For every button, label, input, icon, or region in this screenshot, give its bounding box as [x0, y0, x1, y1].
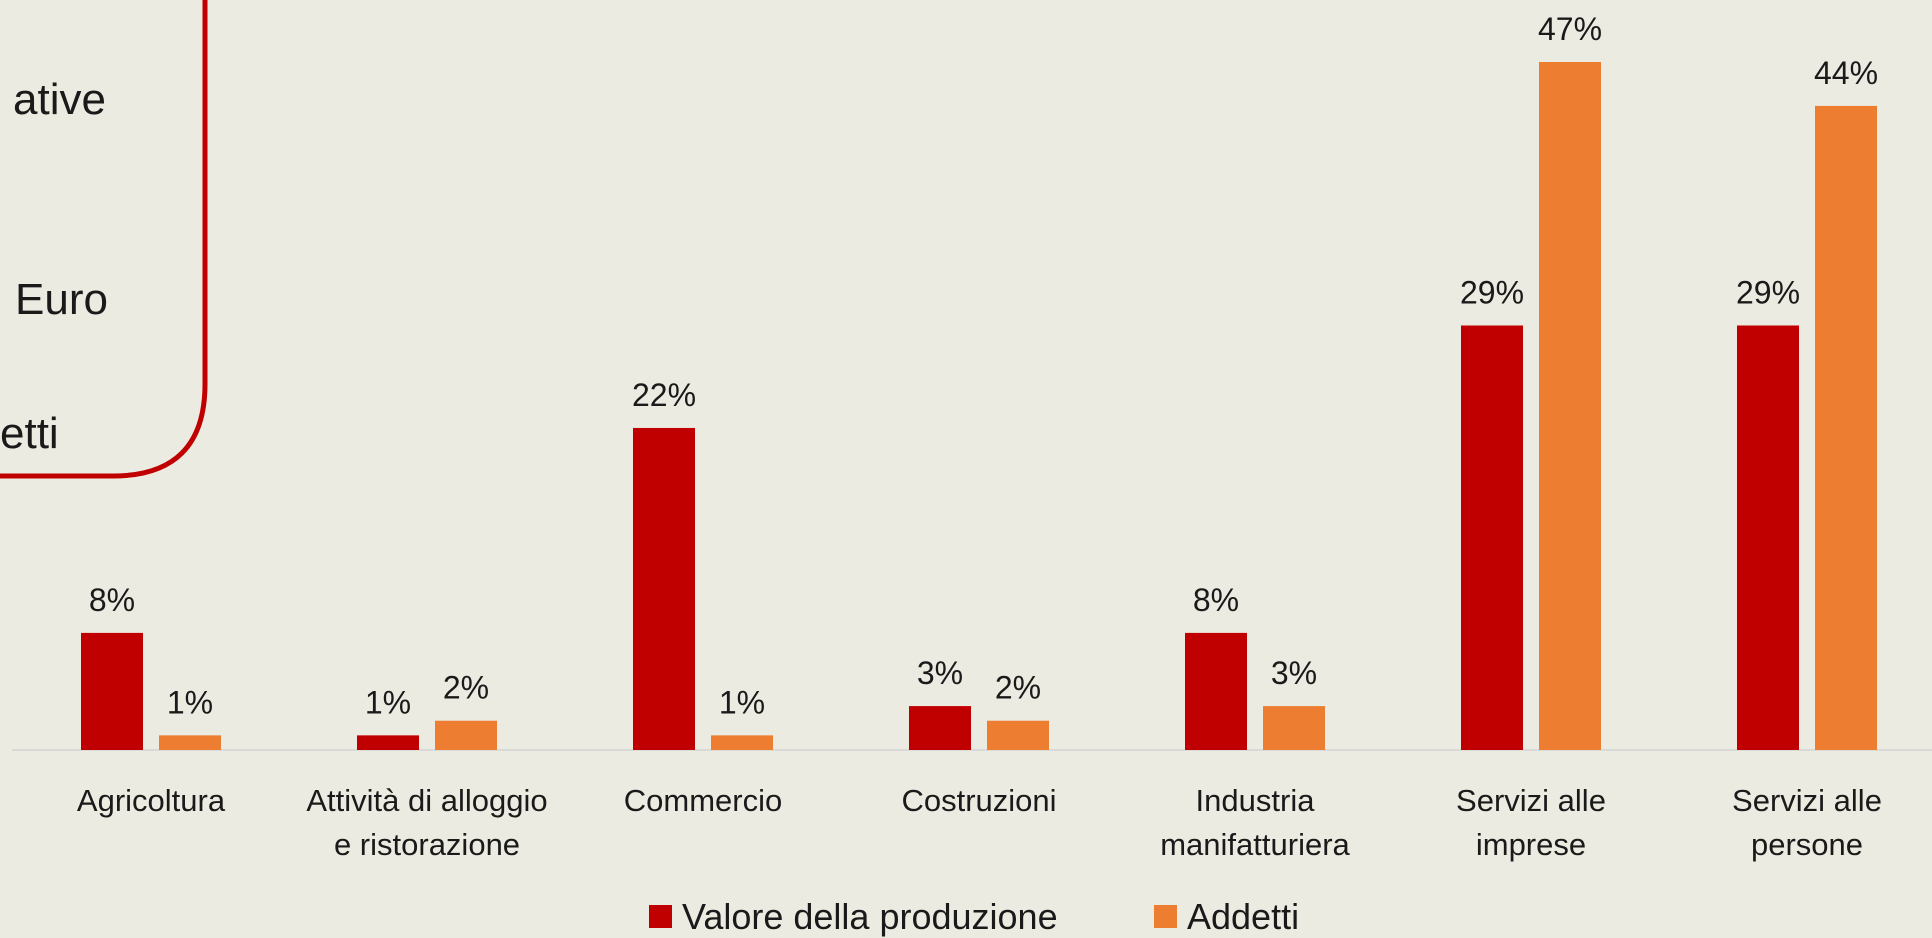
data-label: 1% — [167, 684, 213, 720]
x-tick-label: persone — [1751, 827, 1863, 862]
x-tick-label: Industria — [1196, 783, 1316, 818]
bar — [1461, 325, 1523, 750]
data-label: 47% — [1538, 11, 1602, 47]
data-label: 44% — [1814, 55, 1878, 91]
x-tick-label: Commercio — [624, 783, 782, 818]
legend-swatch — [649, 905, 672, 928]
data-label: 29% — [1460, 274, 1524, 310]
bar — [633, 427, 695, 750]
legend-label: Valore della produzione — [682, 896, 1058, 937]
bar — [435, 720, 497, 750]
data-label: 22% — [632, 377, 696, 413]
side-box-text: ative — [13, 75, 106, 124]
data-label: 8% — [89, 582, 135, 618]
bar — [711, 735, 773, 750]
bar — [1737, 325, 1799, 750]
x-tick-label: Servizi alle — [1456, 783, 1606, 818]
data-label: 1% — [719, 684, 765, 720]
bar — [909, 706, 971, 750]
bar — [159, 735, 221, 750]
bar — [1539, 62, 1601, 750]
legend-swatch — [1154, 905, 1177, 928]
bar — [1185, 632, 1247, 750]
data-label: 1% — [365, 684, 411, 720]
x-tick-label: e ristorazione — [334, 827, 520, 862]
bar — [987, 720, 1049, 750]
bar — [81, 632, 143, 750]
side-box-text: Euro — [15, 275, 108, 324]
x-tick-label: Attività di alloggio — [306, 783, 547, 818]
side-box-frame — [0, 0, 208, 479]
x-tick-label: Servizi alle — [1732, 783, 1882, 818]
data-label: 3% — [1271, 655, 1317, 691]
x-tick-label: imprese — [1476, 827, 1586, 862]
data-label: 8% — [1193, 582, 1239, 618]
data-label: 29% — [1736, 274, 1800, 310]
data-label: 3% — [917, 655, 963, 691]
side-box-text: etti — [0, 409, 59, 458]
legend-label: Addetti — [1187, 896, 1299, 937]
data-label: 2% — [443, 670, 489, 706]
x-tick-label: manifatturiera — [1160, 827, 1350, 862]
bar — [1263, 706, 1325, 750]
x-tick-label: Agricoltura — [77, 783, 226, 818]
bar — [357, 735, 419, 750]
bar — [1815, 105, 1877, 750]
data-label: 2% — [995, 670, 1041, 706]
x-tick-label: Costruzioni — [901, 783, 1056, 818]
